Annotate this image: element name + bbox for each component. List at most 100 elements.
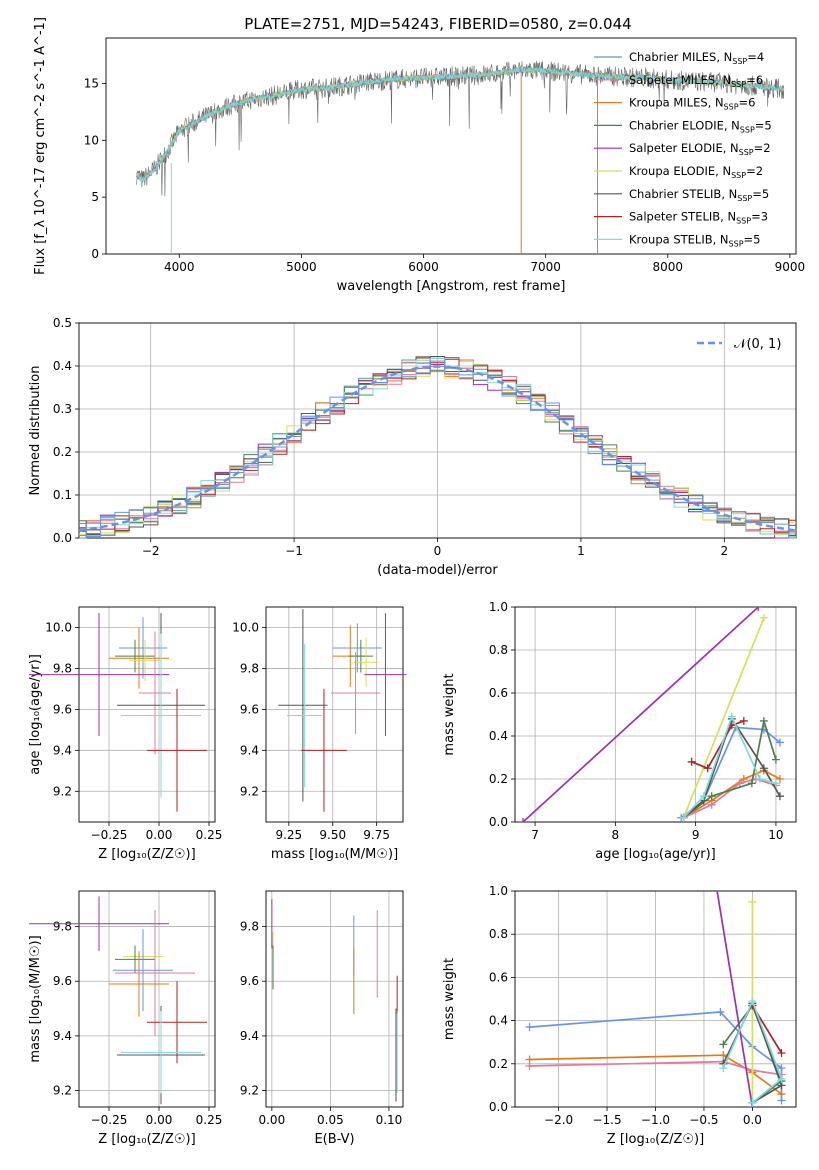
x-axis-label: Z [log₁₀(Z/Z☉)] [98,847,195,862]
y-axis-label: mass weight [442,958,457,1040]
y-tick-label: 0.4 [489,729,508,743]
y-tick-label: 9.4 [53,743,72,757]
axes-frame [78,606,216,823]
weight-marker [719,1040,728,1049]
weight-line [722,998,783,1104]
x-tick-label: 6000 [408,260,439,274]
y-tick-label: 1.0 [489,884,508,898]
weight-marker [771,755,780,764]
histogram-step [79,360,796,539]
axes-frame [514,890,797,1108]
x-tick-label: 0.05 [317,1113,344,1127]
y-tick-label: 5 [91,190,99,204]
x-tick-label: 7000 [530,260,561,274]
weight-marker [707,792,716,801]
weight-marker [759,764,768,773]
mass_vs_Z-points [29,896,207,1105]
weight-marker [519,818,528,822]
x-tick-label: 8000 [652,260,683,274]
x-tick-label: 2 [720,544,728,558]
y-tick-label: 9.8 [240,661,259,675]
y-tick-label: 9.6 [53,974,72,988]
y-axis-label: mass weight [442,673,457,755]
legend-label: Kroupa MILES, NSSP=6 [629,96,755,112]
x-axis-label: (data-model)/error [377,563,498,578]
y-tick-label: 0.1 [53,488,72,502]
weight-marker [777,1074,786,1083]
axes-frame [265,890,404,1108]
y-tick-label: 9.2 [53,1084,72,1098]
y-tick-label: 0.8 [489,927,508,941]
legend-label: Kroupa STELIB, NSSP=5 [629,232,760,248]
axes-frame [78,322,797,539]
x-tick-label: 0 [434,544,442,558]
weight-line [691,720,745,770]
x-tick-label: −2.0 [544,1113,573,1127]
x-axis-label: E(B-V) [314,1132,354,1147]
y-tick-label: 0.2 [53,445,72,459]
x-tick-label: −1.0 [641,1113,670,1127]
weight-marker [707,800,716,809]
y-tick-label: 9.4 [240,1029,259,1043]
x-tick-label: 9 [692,828,700,842]
weight-marker [748,1098,757,1107]
spectrum-axes: 4000 5000 6000 7000 8000 9000 0 5 10 15 wavelength… [33,17,805,294]
x-tick-label: 0.25 [196,828,223,842]
mass_vs_ebv-axes: 0.00 0.05 0.10 9.2 9.4 9.6 9.8 E(B-V) [240,890,404,1147]
weight-marker [719,1064,728,1073]
y-tick-label: 10.0 [232,620,259,634]
x-tick-label: 8 [612,828,620,842]
weight-marker [748,897,757,906]
legend-label: Salpeter STELIB, NSSP=3 [629,210,768,226]
y-tick-label: 0.6 [489,970,508,984]
weight-marker [710,865,718,873]
y-tick-label: 10 [84,133,99,147]
weight-marker [777,1049,786,1057]
x-axis-label: age [log₁₀(age/yr)] [595,847,716,862]
y-axis-label: mass [log₁₀(M/M☉)] [28,935,43,1062]
y-tick-label: 9.2 [53,784,72,798]
weight-marker [748,997,757,1006]
weight-marker [775,738,784,747]
age_vs_mass-axes: 9.25 9.50 9.75 9.2 9.4 9.6 9.8 10.0 mass [log₁₀(… [232,606,404,862]
y-tick-label: 0.4 [53,359,72,373]
histogram-step [79,357,796,534]
y-tick-label: 9.4 [240,743,259,757]
weight-marker [716,1007,725,1016]
histogram-series [78,356,797,539]
mass_vs_Z-axes: −0.25 0.00 0.25 9.2 9.4 9.6 9.8 Z [log₁₀(Z/Z☉)]… [28,890,222,1147]
y-tick-label: 0 [91,247,99,261]
mass_weight_vs_age-lines [519,607,784,822]
x-tick-label: −0.25 [91,1113,128,1127]
weight-marker [525,1061,534,1070]
x-axis-label: Z [log₁₀(Z/Z☉)] [607,1132,704,1147]
y-tick-label: 0.2 [489,772,508,786]
weight-marker [735,779,744,788]
y-tick-label: 0.2 [489,1057,508,1071]
legend-label: Kroupa ELODIE, NSSP=2 [629,164,763,180]
age_vs_Z-axes: −0.25 0.00 0.25 9.2 9.4 9.6 9.8 10.0 Z [log₁₀(Z/… [28,606,223,862]
x-tick-label: 0.00 [146,1113,173,1127]
weight-marker [775,775,784,783]
weight-marker [759,613,768,622]
spectrum-legend: Chabrier MILES, NSSP=4 Salpeter MILES, NS… [594,50,772,248]
weight-marker [754,607,763,611]
weight-marker [777,1090,786,1099]
mass_weight_vs_Z-axes: −2.0 −1.5 −1.0 −0.5 0.0 0.0 0.2 0.4 0.6 0.8 1.0 Z [… [442,884,797,1147]
y-tick-label: 9.8 [53,661,72,675]
y-tick-label: 0.5 [53,316,72,330]
y-tick-label: 9.8 [53,920,72,934]
spectrum-line [136,66,785,182]
x-tick-label: 0.00 [146,828,173,842]
y-tick-label: 0.0 [489,815,508,829]
weight-line [522,607,759,822]
y-tick-label: 9.2 [240,784,259,798]
x-tick-label: −1 [285,544,303,558]
y-tick-label: 0.0 [489,1100,508,1114]
weight-line [682,617,765,819]
x-tick-label: 10 [768,828,783,842]
age_vs_Z-points [29,613,207,812]
y-tick-label: 9.8 [240,920,259,934]
x-axis-label: wavelength [Angstrom, rest frame] [337,279,566,294]
